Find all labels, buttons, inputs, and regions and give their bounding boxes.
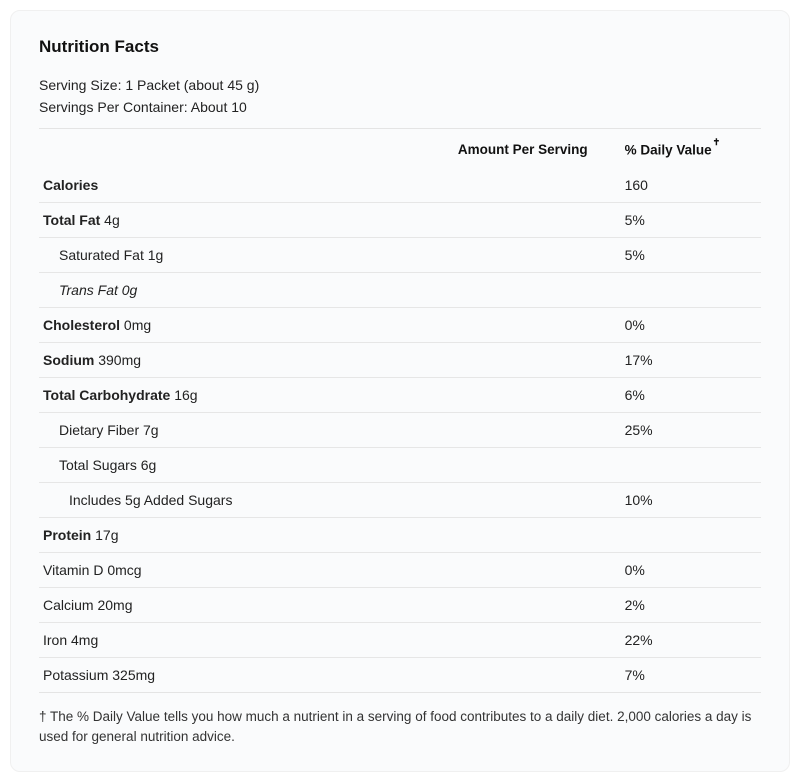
nutrient-label: Iron 4mg [43,632,98,648]
dv-cell: 7% [617,657,761,692]
table-row: Vitamin D 0mcg 0% [39,552,761,587]
dv-cell [617,272,761,307]
table-row: Total Carbohydrate 16g 6% [39,377,761,412]
table-row: Dietary Fiber 7g 25% [39,412,761,447]
nutrient-label: Vitamin D 0mcg [43,562,142,578]
table-row: Calories 160 [39,168,761,203]
dv-cell: 2% [617,587,761,622]
amount-cell [429,237,617,272]
dv-cell: 25% [617,412,761,447]
nutrition-facts-card: Nutrition Facts Serving Size: 1 Packet (… [10,10,790,772]
col-blank [39,129,429,168]
serving-size-line: Serving Size: 1 Packet (about 45 g) [39,75,761,97]
table-row: Total Sugars 6g [39,447,761,482]
nutrient-cell: Iron 4mg [39,622,429,657]
servings-per-container-value: About 10 [191,99,247,115]
dagger-icon: ✝ [713,137,721,147]
table-row: Total Fat 4g 5% [39,202,761,237]
nutrient-label: Trans Fat 0g [43,282,137,298]
dv-cell: 0% [617,552,761,587]
servings-per-container-label: Servings Per Container: [39,99,188,115]
nutrient-cell: Includes 5g Added Sugars [39,482,429,517]
amount-cell [429,272,617,307]
dv-cell [617,517,761,552]
dv-cell: 6% [617,377,761,412]
nutrient-cell: Cholesterol 0mg [39,307,429,342]
panel-title: Nutrition Facts [39,37,761,57]
amount-cell [429,657,617,692]
dv-cell: 5% [617,202,761,237]
nutrient-cell: Total Fat 4g [39,202,429,237]
amount-cell [429,202,617,237]
col-amount: Amount Per Serving [429,129,617,168]
nutrient-label: Saturated Fat 1g [43,247,163,263]
amount-cell [429,342,617,377]
amount-cell [429,412,617,447]
nutrient-value: 17g [91,527,118,543]
table-row: Sodium 390mg 17% [39,342,761,377]
amount-cell [429,587,617,622]
nutrient-value: 4g [100,212,119,228]
serving-size-value: 1 Packet (about 45 g) [125,77,259,93]
dv-cell: 5% [617,237,761,272]
nutrient-cell: Protein 17g [39,517,429,552]
nutrient-value: 16g [170,387,197,403]
table-row: Iron 4mg 22% [39,622,761,657]
nutrient-cell: Total Sugars 6g [39,447,429,482]
dv-cell: 160 [617,168,761,203]
nutrient-label: Total Carbohydrate [43,387,170,403]
dv-cell: 22% [617,622,761,657]
amount-cell [429,622,617,657]
nutrient-cell: Saturated Fat 1g [39,237,429,272]
amount-cell [429,482,617,517]
table-row: Potassium 325mg 7% [39,657,761,692]
dv-cell: 0% [617,307,761,342]
dv-cell: 17% [617,342,761,377]
dv-cell: 10% [617,482,761,517]
nutrient-label: Cholesterol [43,317,120,333]
nutrient-label: Calories [43,177,98,193]
nutrient-label: Total Fat [43,212,100,228]
nutrient-cell: Potassium 325mg [39,657,429,692]
table-row: Protein 17g [39,517,761,552]
table-row: Cholesterol 0mg 0% [39,307,761,342]
dv-cell [617,447,761,482]
nutrient-label: Total Sugars 6g [43,457,156,473]
nutrient-cell: Calcium 20mg [39,587,429,622]
footnote: † The % Daily Value tells you how much a… [39,692,761,748]
table-row: Trans Fat 0g [39,272,761,307]
nutrient-cell: Vitamin D 0mcg [39,552,429,587]
amount-cell [429,377,617,412]
nutrient-label: Sodium [43,352,94,368]
nutrient-cell: Sodium 390mg [39,342,429,377]
nutrient-cell: Total Carbohydrate 16g [39,377,429,412]
serving-info: Serving Size: 1 Packet (about 45 g) Serv… [39,75,761,129]
nutrient-label: Protein [43,527,91,543]
nutrient-cell: Trans Fat 0g [39,272,429,307]
amount-cell [429,517,617,552]
amount-cell [429,447,617,482]
amount-cell [429,552,617,587]
col-dv: % Daily Value✝ [617,129,761,168]
nutrient-value: 0mg [120,317,151,333]
serving-size-label: Serving Size: [39,77,121,93]
nutrient-value: 390mg [94,352,141,368]
table-row: Saturated Fat 1g 5% [39,237,761,272]
nutrient-label: Potassium 325mg [43,667,155,683]
amount-cell [429,307,617,342]
table-row: Calcium 20mg 2% [39,587,761,622]
amount-cell [429,168,617,203]
nutrient-cell: Dietary Fiber 7g [39,412,429,447]
nutrient-label: Includes 5g Added Sugars [43,492,232,508]
nutrient-cell: Calories [39,168,429,203]
table-row: Includes 5g Added Sugars 10% [39,482,761,517]
nutrient-label: Dietary Fiber 7g [43,422,159,438]
nutrition-table: Amount Per Serving % Daily Value✝ Calori… [39,129,761,692]
col-dv-text: % Daily Value [625,143,712,158]
servings-per-container-line: Servings Per Container: About 10 [39,97,761,119]
nutrient-label: Calcium 20mg [43,597,132,613]
